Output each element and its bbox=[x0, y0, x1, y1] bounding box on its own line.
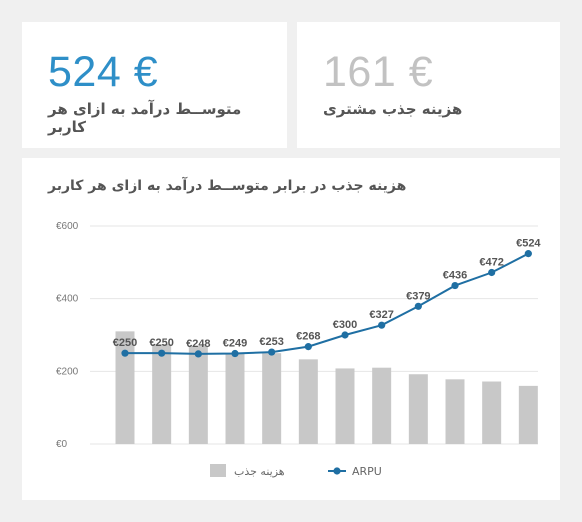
bar[interactable] bbox=[188, 345, 208, 444]
data-label: €250 bbox=[149, 337, 173, 349]
kpi-arpu-label: متوســط درآمد به ازای هر کاربر bbox=[48, 100, 242, 136]
data-label: €268 bbox=[296, 331, 320, 343]
arpu-point[interactable] bbox=[158, 349, 166, 357]
bar[interactable] bbox=[445, 379, 465, 444]
data-label: €524 bbox=[516, 238, 541, 250]
legend[interactable]: هزینه جذب ARPU bbox=[210, 464, 382, 478]
bar[interactable] bbox=[408, 374, 428, 444]
arpu-point[interactable] bbox=[451, 281, 459, 290]
line-series bbox=[121, 250, 532, 358]
arpu-point[interactable] bbox=[488, 268, 496, 277]
arpu-point[interactable] bbox=[414, 302, 422, 310]
legend-swatch-bar bbox=[210, 464, 226, 477]
y-axis-ticks: €0 €200 €400 €600 bbox=[56, 221, 79, 450]
data-label: €436 bbox=[443, 270, 467, 282]
arpu-point[interactable] bbox=[524, 250, 532, 258]
data-label: €253 bbox=[259, 336, 283, 348]
data-labels: €250 €250 €248 €249 €253 €268 €300 €327 €379 €436… bbox=[113, 238, 542, 350]
kpi-cac-label: هزینه جذب مشتری bbox=[323, 100, 463, 118]
bar[interactable] bbox=[262, 353, 282, 444]
arpu-point[interactable] bbox=[268, 348, 276, 356]
legend-marker-line bbox=[333, 467, 341, 475]
legend-label-bar: هزینه جذب bbox=[234, 465, 285, 478]
arpu-point[interactable] bbox=[304, 343, 312, 351]
data-label: €379 bbox=[406, 290, 430, 302]
arpu-line bbox=[125, 252, 529, 355]
bar[interactable] bbox=[518, 385, 538, 444]
bar[interactable] bbox=[298, 359, 318, 444]
data-label: €300 bbox=[333, 319, 357, 331]
bar[interactable] bbox=[482, 381, 502, 444]
bar[interactable] bbox=[152, 344, 172, 444]
data-label: €248 bbox=[186, 338, 210, 350]
y-tick-label: €0 bbox=[56, 439, 68, 450]
kpi-cac-value: 161 € bbox=[323, 48, 434, 96]
kpi-card-cac: 161 € هزینه جذب مشتری bbox=[297, 22, 560, 148]
legend-label-line: ARPU bbox=[352, 465, 382, 478]
arpu-point[interactable] bbox=[341, 331, 349, 339]
data-label: €249 bbox=[223, 338, 247, 350]
chart-card: هزینه جذب در برابر متوســط درآمد به ازای… bbox=[22, 158, 560, 500]
arpu-point[interactable] bbox=[231, 349, 239, 358]
bar[interactable] bbox=[115, 331, 135, 444]
arpu-point[interactable] bbox=[121, 349, 129, 357]
bar-series bbox=[115, 331, 538, 444]
arpu-point[interactable] bbox=[194, 350, 202, 358]
data-label: €250 bbox=[113, 337, 137, 349]
bar[interactable] bbox=[225, 353, 245, 444]
kpi-arpu-value: 524 € bbox=[48, 48, 159, 96]
bar[interactable] bbox=[372, 367, 392, 444]
data-label: €327 bbox=[369, 309, 393, 321]
y-tick-label: €200 bbox=[56, 366, 79, 377]
cac-vs-arpu-chart: €0€200€400€600 €250 €250 €248 €249 €253 €268€… bbox=[56, 221, 542, 478]
chart-title: هزینه جذب در برابر متوســط درآمد به ازای… bbox=[48, 178, 407, 194]
arpu-point[interactable] bbox=[378, 321, 386, 329]
bar[interactable] bbox=[335, 368, 355, 444]
data-label: €472 bbox=[479, 257, 503, 269]
kpi-card-arpu: 524 € متوســط درآمد به ازای هر کاربر bbox=[22, 22, 287, 148]
y-tick-label: €400 bbox=[56, 294, 79, 305]
y-tick-label: €600 bbox=[56, 221, 79, 232]
